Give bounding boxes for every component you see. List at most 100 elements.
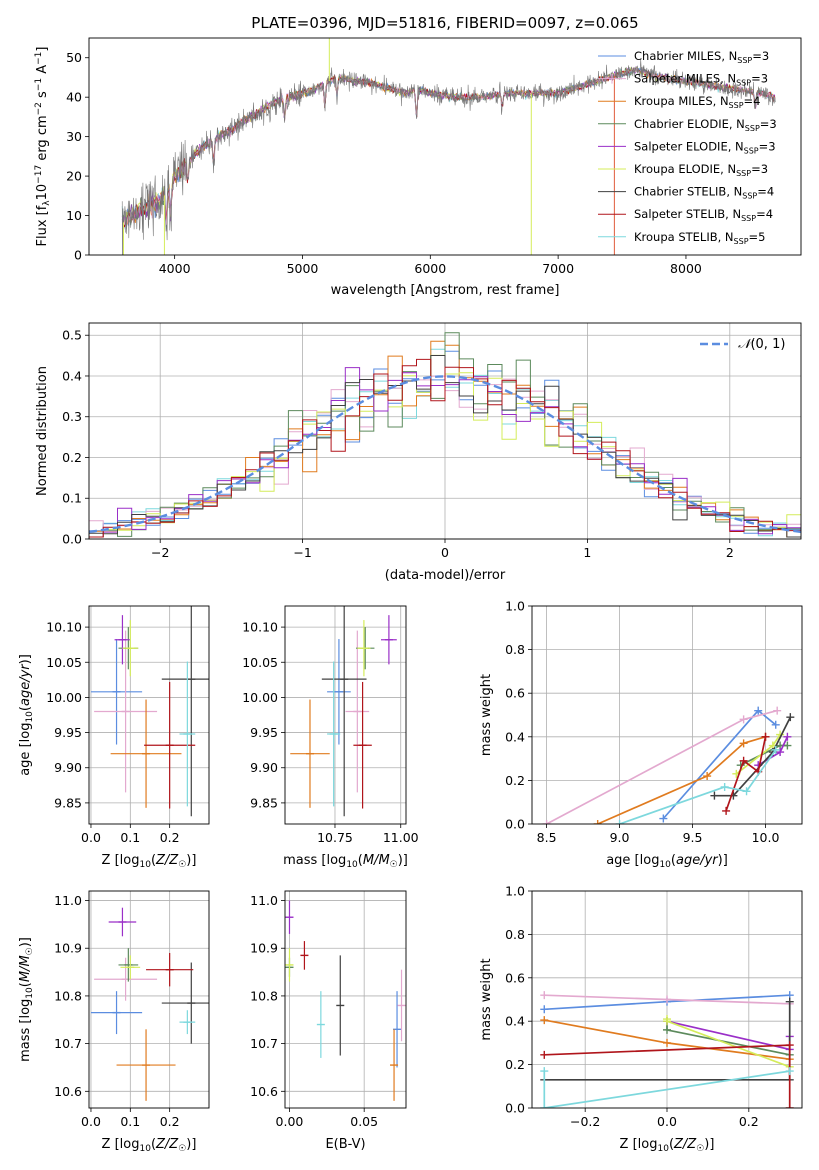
legend-label: Salpeter MILES, NSSP=3: [634, 72, 768, 88]
x-tick-label: 2: [726, 545, 734, 560]
x-tick-label: 0.1: [120, 830, 140, 845]
x-tick-label: −1: [293, 545, 311, 560]
y-tick-label: 0.8: [505, 642, 525, 657]
y-axis-label: mass weight: [479, 674, 494, 756]
weight-marker: [739, 715, 748, 724]
y-tick-label: 0.4: [505, 1014, 525, 1029]
weight-marker: [761, 732, 770, 741]
weight-marker: [720, 782, 729, 791]
y-tick-label: 10.8: [54, 988, 82, 1003]
axes-frame-mass_vs_ebv: [284, 890, 407, 1109]
x-tick-label: 8000: [670, 261, 702, 276]
weight-series-line: [714, 716, 792, 797]
weight-marker: [754, 706, 763, 715]
weight-marker: [703, 772, 712, 781]
legend-label-main: Chabrier ELODIE, N: [634, 117, 745, 131]
plot-area-weight_vs_Z: [540, 991, 794, 1108]
legend-label-main: Salpeter MILES, N: [634, 72, 736, 86]
y-tick-label: 10.7: [250, 1036, 278, 1051]
y-axis-label: Flux [fλ10−17 erg cm−2 s−1 A−1]: [34, 47, 52, 247]
x-axis-label: Z [log10(Z/Z☉)]: [102, 1137, 197, 1154]
legend-label-main: Salpeter ELODIE, N: [634, 139, 744, 153]
axes-frame-residual: [88, 322, 802, 540]
x-tick-label: 4000: [159, 261, 191, 276]
plot-area-residual_hist: [89, 332, 801, 539]
weight-series-line: [619, 749, 777, 824]
axes-frame-mass_vs_Z: [88, 890, 210, 1109]
x-axis-label: Z [log10(Z/Z☉)]: [620, 1137, 715, 1154]
legend-label-main: Chabrier STELIB, N: [634, 185, 742, 199]
legend-label-main: Kroupa ELODIE, N: [634, 162, 736, 176]
x-axis-label: mass [log10(M/M☉)]: [283, 853, 408, 870]
plot-layer: 4000 5000 6000 7000 800001020304050wavelengt…: [18, 37, 803, 1154]
figure-title: PLATE=0396, MJD=51816, FIBERID=0097, z=0…: [251, 14, 638, 32]
legend-label: Salpeter STELIB, NSSP=4: [634, 207, 773, 223]
y-tick-label: 9.90: [54, 760, 82, 775]
weight-marker: [783, 732, 792, 741]
x-tick-label: 6000: [414, 261, 446, 276]
x-tick-label: 0.00: [276, 1114, 304, 1129]
weight-series-line: [543, 1070, 790, 1108]
legend-label: Kroupa MILES, NSSP=4: [634, 94, 760, 110]
x-tick-label: 9.5: [683, 830, 703, 845]
y-tick-label: 0.6: [505, 686, 525, 701]
weight-marker: [771, 745, 780, 754]
axes-frame-spectrum: [88, 37, 802, 256]
y-tick-label: 9.85: [54, 795, 82, 810]
x-tick-label: 7000: [542, 261, 574, 276]
weight-marker: [663, 1017, 671, 1026]
x-tick-label: 0.1: [120, 1114, 140, 1129]
weight-marker: [540, 1067, 549, 1076]
x-tick-label: 0: [441, 545, 449, 560]
legend-label: Chabrier STELIB, NSSP=4: [634, 185, 774, 201]
weight-marker: [542, 820, 551, 824]
y-tick-label: 10.10: [242, 620, 278, 635]
y-axis-label: mass [log10(M/M☉)]: [18, 937, 35, 1062]
y-tick-label: 10.8: [250, 988, 278, 1003]
legend-label-main: Kroupa STELIB, N: [634, 230, 734, 244]
weight-marker: [739, 756, 748, 765]
y-axis-label: mass weight: [479, 958, 494, 1040]
y-tick-label: 0.4: [505, 729, 525, 744]
weight-marker: [785, 1041, 794, 1050]
x-axis-label: (data-model)/error: [385, 568, 506, 583]
y-tick-label: 10.9: [54, 941, 82, 956]
legend-label: 𝒩(0, 1): [738, 337, 785, 352]
x-tick-label: 1: [583, 545, 591, 560]
weight-marker: [710, 791, 719, 800]
gaussian-reference-curve: [89, 375, 801, 534]
y-tick-label: 0.4: [62, 368, 82, 383]
y-tick-label: 0.2: [62, 450, 82, 465]
weight-marker: [773, 706, 782, 715]
y-axis-label: age [log10(age/yr)]: [18, 654, 35, 776]
y-tick-label: 50: [66, 50, 82, 65]
x-tick-label: −2: [151, 545, 169, 560]
y-tick-label: 30: [66, 129, 82, 144]
y-tick-label: 1.0: [505, 599, 525, 614]
y-tick-label: 10.00: [242, 690, 278, 705]
weight-marker: [593, 820, 602, 824]
x-tick-label: 0.0: [657, 1114, 677, 1129]
y-tick-label: 40: [66, 90, 82, 105]
weight-marker: [785, 1067, 794, 1076]
y-tick-label: 10.05: [242, 655, 278, 670]
legend-label: Salpeter ELODIE, NSSP=3: [634, 139, 776, 155]
y-tick-label: 20: [66, 169, 82, 184]
plot-area-age_vs_Z: [90, 606, 209, 817]
x-axis-label: wavelength [Angstrom, rest frame]: [331, 283, 560, 298]
weight-marker: [722, 806, 731, 815]
x-axis-label: Z [log10(Z/Z☉)]: [102, 853, 197, 870]
y-tick-label: 0.2: [505, 1057, 525, 1072]
weight-marker: [540, 991, 549, 1000]
axes-frame-weight_vs_age: [531, 605, 803, 825]
y-axis-label: Normed distribution: [35, 366, 50, 496]
y-tick-label: 10.00: [46, 690, 82, 705]
y-tick-label: 0.1: [62, 491, 82, 506]
legend-label-main: Chabrier MILES, N: [634, 49, 737, 63]
weight-marker: [785, 997, 794, 1006]
weight-marker: [540, 1005, 549, 1014]
y-tick-label: 10.7: [54, 1036, 82, 1051]
x-tick-label: 10.0: [752, 830, 780, 845]
